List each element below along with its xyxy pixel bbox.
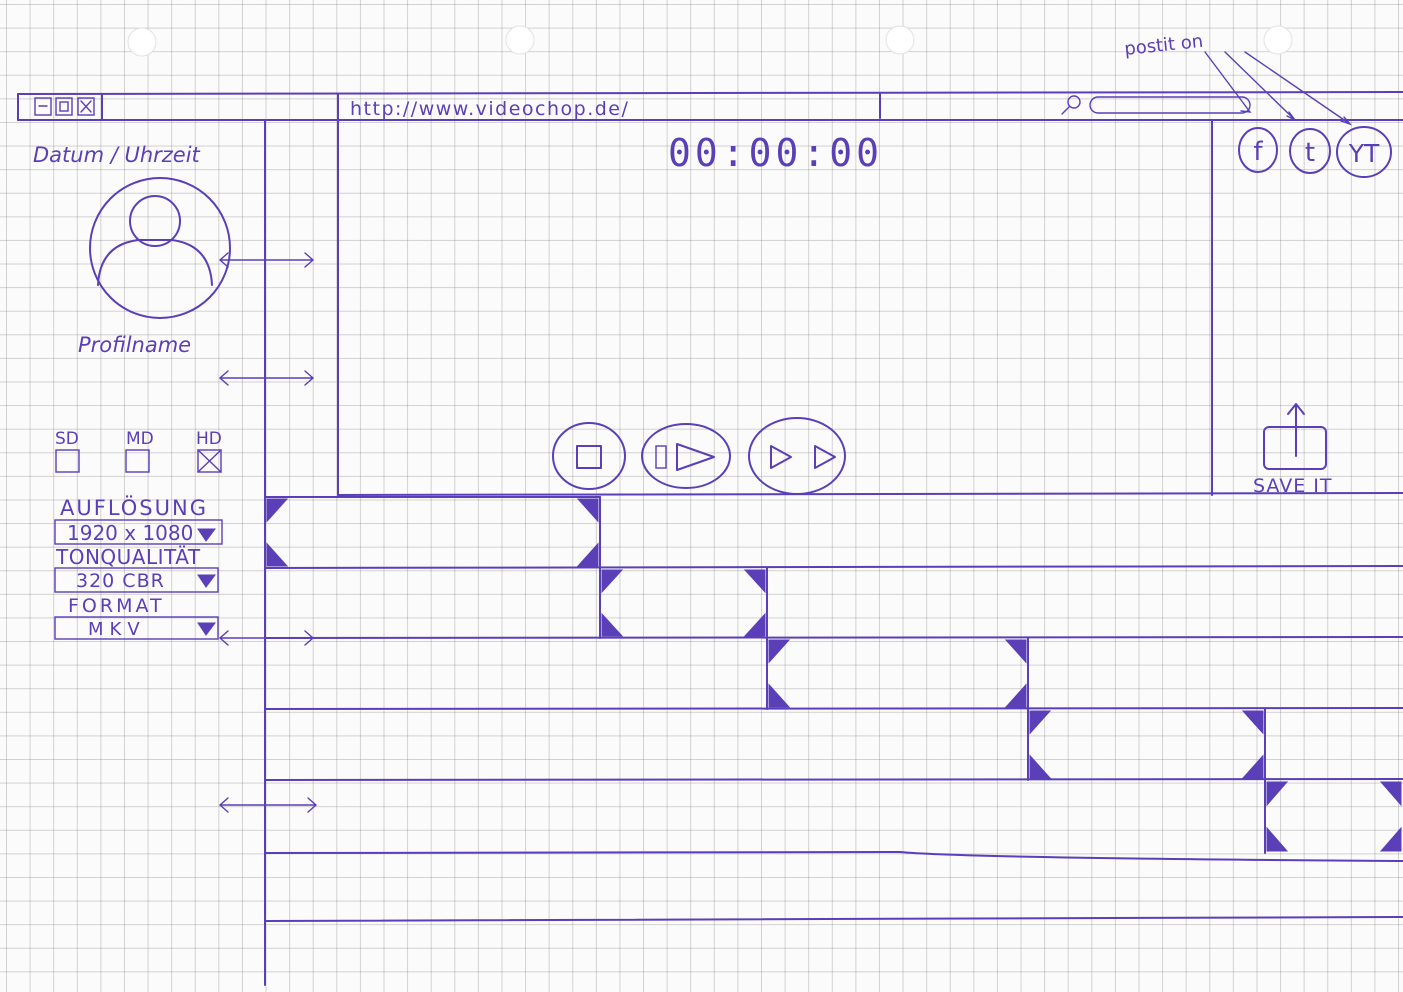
- url-bar[interactable]: http://www.videochop.de/: [350, 98, 629, 120]
- sd-label: SD: [55, 429, 79, 449]
- format-value: MKV: [88, 619, 146, 640]
- md-label: MD: [126, 429, 154, 449]
- window-minimize-button[interactable]: [77, 97, 95, 116]
- audio-quality-select[interactable]: 320 CBR: [54, 567, 219, 593]
- resolution-label: AUFLÖSUNG: [60, 495, 208, 520]
- hd-label: HD: [196, 429, 222, 449]
- twitter-icon: t: [1305, 138, 1315, 168]
- search-icon[interactable]: [1061, 95, 1081, 115]
- browser-chrome: [17, 91, 1403, 121]
- chevron-down-icon: [197, 528, 216, 542]
- facebook-button[interactable]: f: [1238, 127, 1278, 173]
- format-select[interactable]: MKV: [54, 616, 219, 640]
- youtube-icon: YT: [1348, 139, 1380, 168]
- chevron-down-icon: [197, 574, 216, 588]
- facebook-icon: f: [1253, 137, 1263, 167]
- window-close-button[interactable]: [34, 97, 52, 116]
- save-button[interactable]: SAVE IT: [1253, 403, 1332, 497]
- user-avatar-icon[interactable]: [89, 177, 231, 319]
- postit-annotation: postit on: [1123, 31, 1353, 126]
- search-input[interactable]: [1089, 96, 1251, 114]
- audio-quality-label: TONQUALITÄT: [55, 545, 201, 569]
- fast-forward-icon: [770, 445, 836, 469]
- timeline-clip[interactable]: [1027, 708, 1266, 781]
- md-checkbox[interactable]: [125, 449, 150, 473]
- twitter-button[interactable]: t: [1289, 128, 1331, 174]
- timeline-clip[interactable]: [599, 567, 768, 639]
- postit-note-text: postit on: [1123, 31, 1204, 60]
- page-frame: [264, 119, 1403, 986]
- play-button[interactable]: [641, 423, 731, 489]
- hd-checkbox[interactable]: [197, 449, 222, 473]
- youtube-button[interactable]: YT: [1336, 126, 1392, 178]
- save-label: SAVE IT: [1253, 475, 1332, 497]
- chevron-down-icon: [197, 622, 216, 636]
- timeline: [264, 496, 1403, 922]
- sd-checkbox[interactable]: [55, 449, 80, 473]
- window-restore-button[interactable]: [55, 97, 73, 116]
- format-label: FORMAT: [68, 595, 165, 617]
- stop-button[interactable]: [552, 422, 626, 490]
- play-icon: [655, 443, 715, 471]
- resize-handles[interactable]: [218, 252, 318, 813]
- timeline-clip[interactable]: [1264, 779, 1402, 854]
- resolution-value: 1920 x 1080: [67, 521, 193, 545]
- stop-icon: [576, 445, 602, 469]
- resolution-select[interactable]: 1920 x 1080: [54, 519, 223, 545]
- timeline-clip[interactable]: [264, 496, 601, 569]
- upload-icon: [1287, 403, 1305, 457]
- audio-quality-value: 320 CBR: [76, 570, 165, 592]
- timecode: 00:00:00: [668, 131, 883, 175]
- fast-forward-button[interactable]: [748, 417, 846, 495]
- paper-holes: [127, 25, 1293, 57]
- timeline-clip[interactable]: [766, 637, 1029, 710]
- datetime-label: Datum / Uhrzeit: [33, 143, 201, 167]
- profile-name: Profilname: [78, 333, 191, 357]
- timeline-clips[interactable]: [264, 496, 1402, 854]
